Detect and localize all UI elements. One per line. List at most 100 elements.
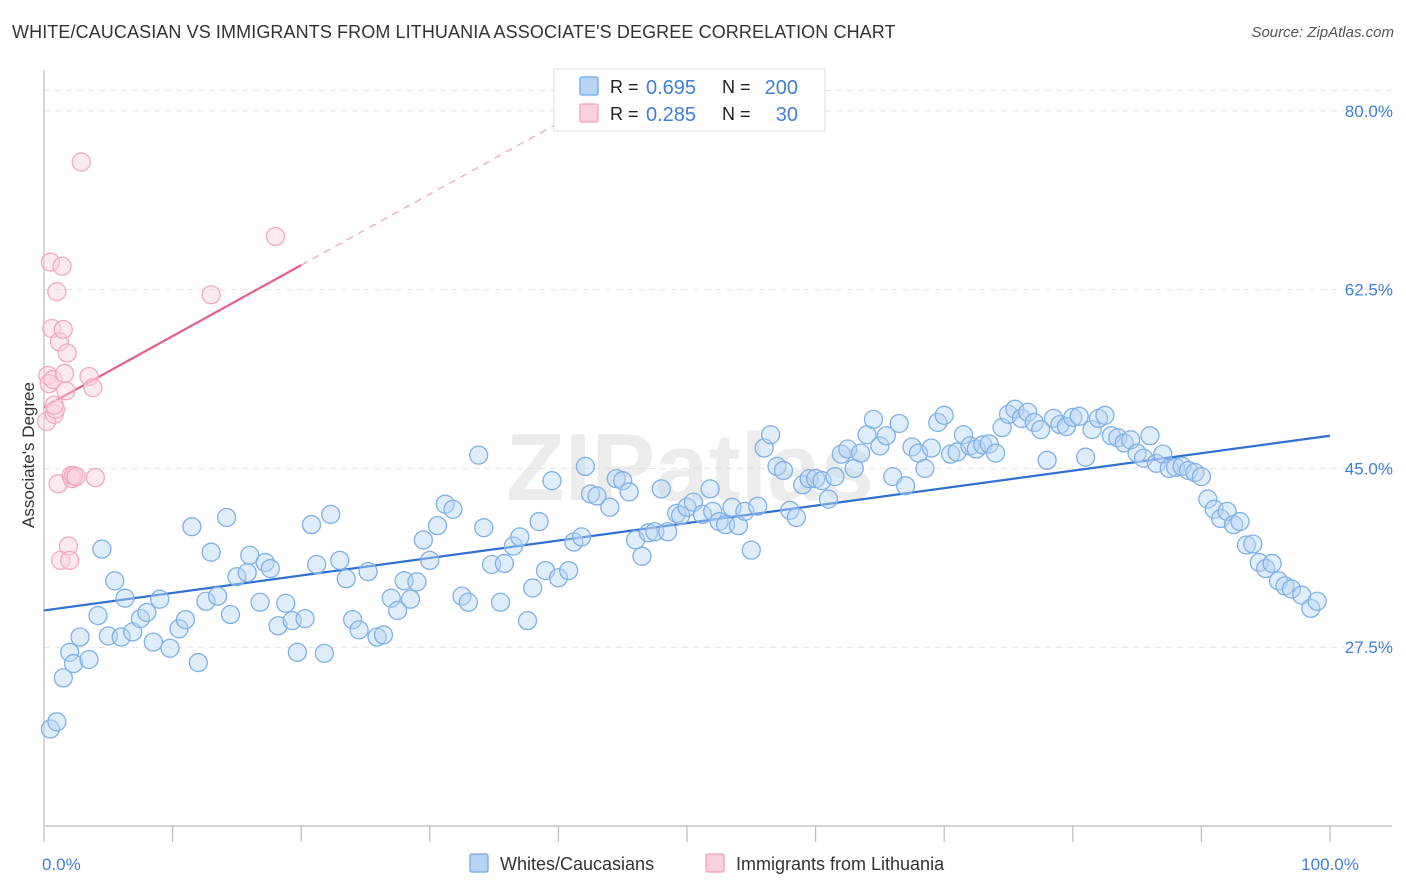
point-whites (427, 515, 448, 536)
point-whites (548, 568, 569, 588)
point-whites (1031, 419, 1051, 440)
point-whites (1063, 407, 1083, 428)
point-whites (571, 527, 592, 547)
point-whites (47, 712, 67, 732)
trend-line-lithuania (43, 264, 302, 409)
point-whites (111, 627, 131, 647)
point-whites (760, 425, 781, 445)
point-whites (137, 602, 157, 623)
point-lithuania (53, 319, 73, 340)
point-lithuania (71, 152, 91, 172)
point-whites (458, 592, 479, 612)
point-lithuania (54, 363, 75, 384)
point-whites (703, 501, 723, 521)
point-whites (786, 507, 806, 528)
point-lithuania (60, 550, 80, 571)
point-lithuania (44, 395, 64, 415)
point-lithuania (83, 378, 103, 398)
point-whites (413, 530, 434, 550)
point-whites (220, 604, 241, 625)
point-whites (160, 638, 180, 658)
point-whites (358, 561, 378, 582)
point-whites (638, 523, 659, 543)
point-whites (407, 572, 427, 592)
point-whites (150, 589, 170, 609)
point-whites (349, 620, 369, 640)
watermark: ZIPatlas (506, 414, 874, 521)
point-whites (895, 476, 916, 496)
point-whites (575, 456, 596, 477)
point-whites (741, 540, 761, 560)
point-whites (587, 486, 607, 506)
series-legend: Whites/Caucasians Immigrants from Lithua… (469, 853, 945, 874)
tick-label-layer: 27.5% 45.0% 62.5% 80.0% 0.0% 100.0% (42, 102, 1393, 874)
point-lithuania (66, 466, 86, 487)
point-whites (619, 482, 639, 502)
point-whites (88, 605, 108, 626)
stats-r-value-lithuania: 0.285 (646, 104, 696, 126)
point-whites (1076, 447, 1096, 467)
point-whites (276, 593, 296, 613)
point-whites (825, 466, 845, 487)
point-whites (70, 627, 90, 647)
point-whites (850, 443, 871, 463)
point-whites (889, 413, 909, 434)
point-whites (985, 443, 1006, 463)
point-whites (287, 642, 307, 662)
point-lithuania (79, 366, 99, 387)
point-whites (443, 499, 463, 519)
point-whites (175, 609, 196, 630)
point-whites (321, 504, 341, 525)
point-whites (1191, 466, 1212, 487)
legend-label-whites: Whites/Caucasians (500, 854, 654, 874)
stats-n-value-lithuania: 30 (776, 104, 798, 126)
points-layer (36, 152, 1327, 739)
point-whites (1243, 534, 1263, 554)
point-whites (863, 409, 884, 430)
stats-r-label-lithuania: R = (610, 104, 639, 124)
point-whites (255, 552, 275, 573)
stats-r-label-whites: R = (610, 77, 639, 97)
point-whites (237, 562, 257, 583)
point-lithuania (49, 332, 70, 352)
point-whites (1230, 511, 1250, 532)
point-whites (387, 600, 408, 621)
point-whites (63, 653, 84, 674)
point-whites (953, 425, 974, 445)
point-whites (651, 479, 671, 499)
point-whites (542, 471, 562, 491)
point-whites (510, 527, 530, 547)
point-whites (490, 592, 511, 612)
point-lithuania (265, 226, 286, 247)
stats-swatch-whites (579, 76, 599, 96)
point-whites (474, 518, 494, 538)
point-whites (143, 632, 163, 652)
x-tick-label: 0.0% (42, 855, 81, 874)
y-tick-label: 80.0% (1345, 102, 1393, 121)
point-lithuania (57, 343, 77, 363)
point-whites (870, 436, 890, 456)
point-whites (1153, 444, 1173, 464)
point-whites (92, 539, 112, 559)
point-whites (523, 578, 543, 598)
point-whites (1236, 535, 1257, 555)
point-whites (1281, 579, 1302, 599)
point-lithuania (52, 256, 72, 276)
point-whites (1140, 426, 1160, 446)
point-whites (336, 569, 356, 589)
point-lithuania (85, 467, 106, 488)
point-lithuania (47, 282, 67, 302)
stats-n-label-lithuania: N = (722, 104, 751, 124)
point-whites (613, 471, 633, 491)
point-whites (373, 625, 394, 645)
point-whites (330, 550, 350, 571)
y-tick-label: 27.5% (1345, 638, 1393, 657)
point-whites (1127, 443, 1147, 463)
point-whites (381, 588, 401, 608)
point-whites (342, 609, 363, 630)
point-whites (314, 643, 334, 663)
point-whites (818, 489, 839, 509)
stats-n-value-whites: 200 (765, 77, 798, 99)
point-whites (301, 514, 322, 535)
point-whites (79, 649, 99, 670)
